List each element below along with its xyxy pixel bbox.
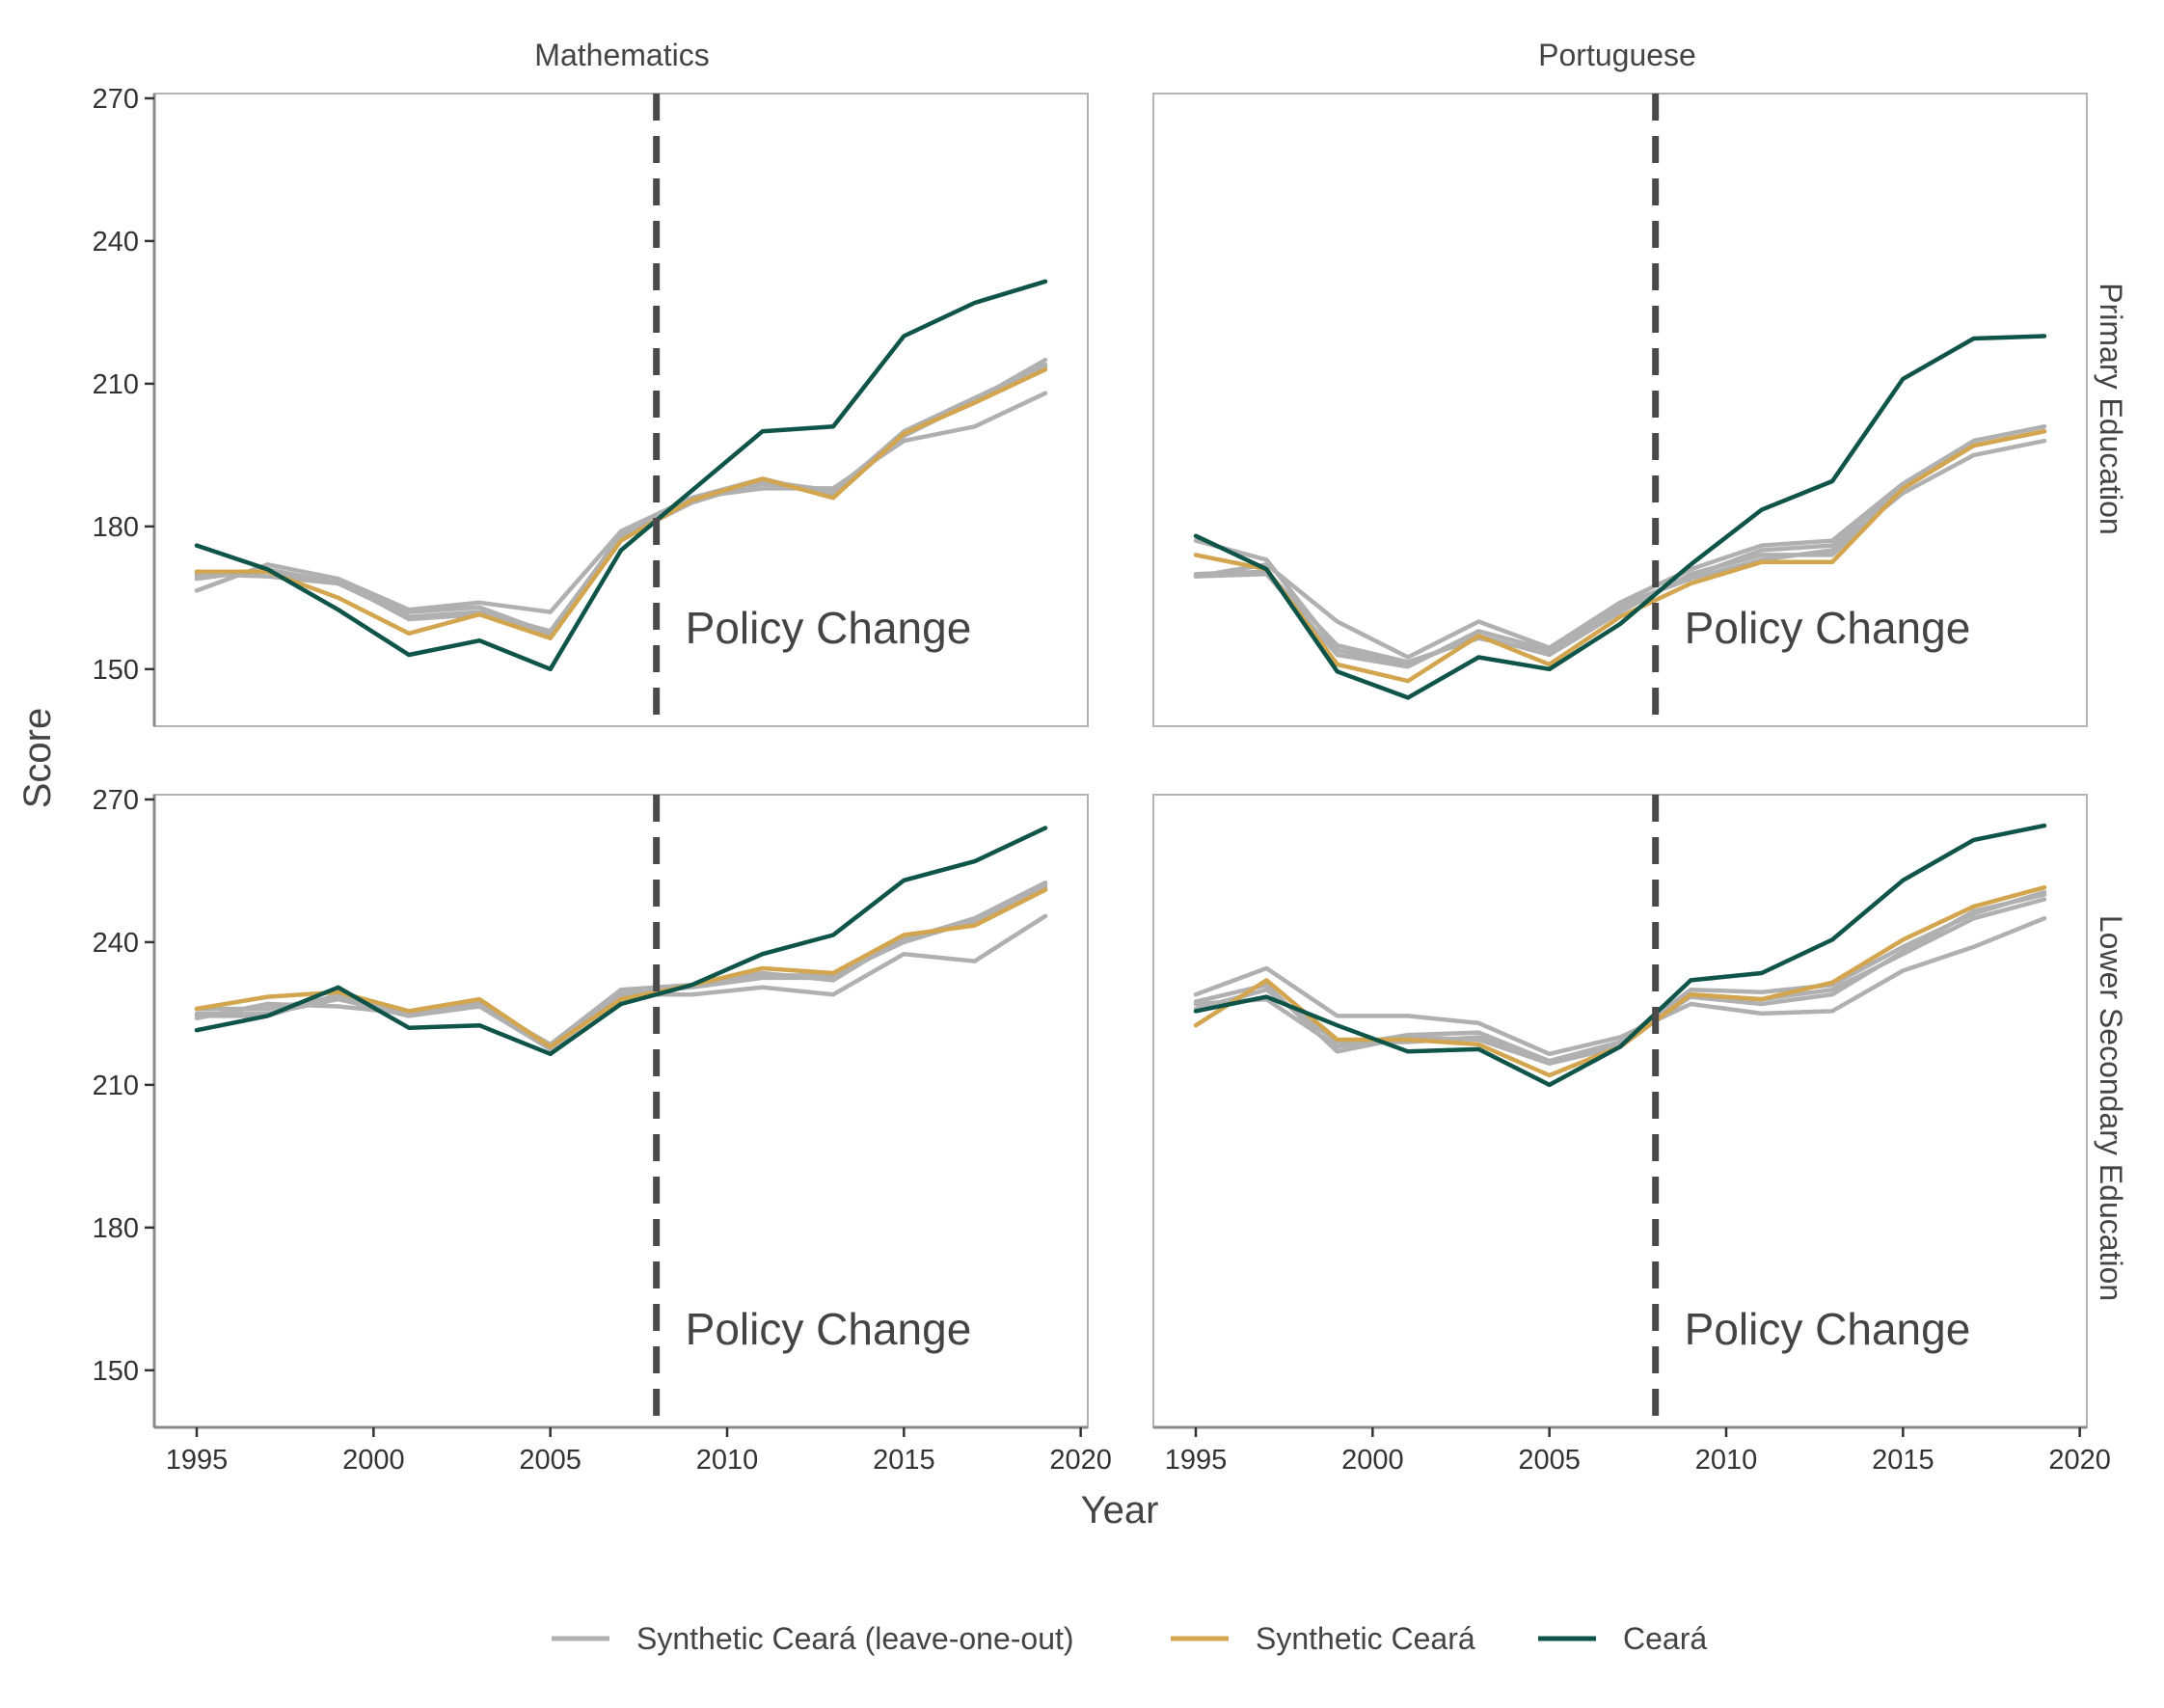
legend-label: Synthetic Ceará (leave-one-out) <box>636 1621 1074 1656</box>
series-line-synthetic-loo <box>194 880 1048 1049</box>
x-tick-label: 1995 <box>1165 1445 1228 1476</box>
y-tick-label: 180 <box>93 512 139 543</box>
strip-label-mathematics: Mathematics <box>534 38 709 72</box>
series-line-synthetic <box>194 366 1048 641</box>
x-tick-label: 2020 <box>1049 1445 1112 1476</box>
x-tick-label: 1995 <box>166 1445 229 1476</box>
panel-portuguese-primary: Policy Change <box>1152 93 2088 727</box>
x-tick-label: 2005 <box>519 1445 582 1476</box>
policy-change-label: Policy Change <box>1685 1304 1971 1354</box>
y-tick-label: 210 <box>93 1071 139 1101</box>
policy-change-label: Policy Change <box>686 1304 972 1354</box>
x-tick-label: 2000 <box>342 1445 405 1476</box>
y-tick-label: 150 <box>93 655 139 686</box>
y-tick-label: 240 <box>93 928 139 959</box>
series-line-synthetic-loo <box>194 882 1048 1047</box>
panel-border <box>1152 93 2088 727</box>
series-line-synthetic <box>1193 428 2047 684</box>
x-axis-title: Year <box>1081 1489 1159 1532</box>
y-tick-label: 150 <box>93 1356 139 1387</box>
y-tick-label: 210 <box>93 369 139 400</box>
series-line-ceara <box>194 826 1048 1057</box>
series-line-synthetic <box>194 887 1048 1049</box>
policy-change-label: Policy Change <box>1685 603 1971 653</box>
series-line-ceara <box>194 279 1048 672</box>
strip-label-lower-secondary: Lower Secondary Education <box>2094 915 2128 1301</box>
strip-label-primary: Primary Education <box>2094 283 2128 534</box>
panels-group: 150 180 210 240 270 Policy Change Policy Chang… <box>93 84 2111 1476</box>
panel-mathematics-lower-secondary: 150 180 210 240 270 1995 2000 2005 2010 2015 2020 P… <box>93 785 1112 1476</box>
x-tick-label: 2010 <box>696 1445 759 1476</box>
series-line-ceara <box>1193 823 2047 1088</box>
x-tick-label: 2015 <box>873 1445 935 1476</box>
y-tick-label: 270 <box>93 785 139 816</box>
y-tick-label: 240 <box>93 227 139 258</box>
legend: Synthetic Ceará (leave-one-out) Synthetic… <box>552 1621 1707 1656</box>
legend-label: Synthetic Ceará <box>1256 1621 1475 1656</box>
series-line-synthetic-loo <box>1193 438 2047 664</box>
x-tick-label: 2010 <box>1695 1445 1758 1476</box>
policy-change-label: Policy Change <box>686 603 972 653</box>
y-tick-label: 180 <box>93 1213 139 1244</box>
x-tick-label: 2000 <box>1341 1445 1404 1476</box>
x-tick-label: 2015 <box>1872 1445 1934 1476</box>
panel-portuguese-lower-secondary: 1995 2000 2005 2010 2015 2020 Policy Change <box>1152 794 2111 1476</box>
x-tick-label: 2020 <box>2048 1445 2111 1476</box>
series-line-synthetic-loo <box>194 884 1048 1052</box>
series-line-synthetic-loo <box>1193 915 2047 1057</box>
y-axis-title: Score <box>16 708 59 809</box>
legend-label: Ceará <box>1623 1621 1707 1656</box>
strip-label-portuguese: Portuguese <box>1538 38 1696 72</box>
series-line-ceara <box>1193 334 2047 700</box>
panel-mathematics-primary: 150 180 210 240 270 Policy Change <box>93 84 1089 727</box>
series-line-synthetic-loo <box>1193 892 2047 1064</box>
y-tick-label: 270 <box>93 84 139 115</box>
x-tick-label: 2005 <box>1518 1445 1581 1476</box>
